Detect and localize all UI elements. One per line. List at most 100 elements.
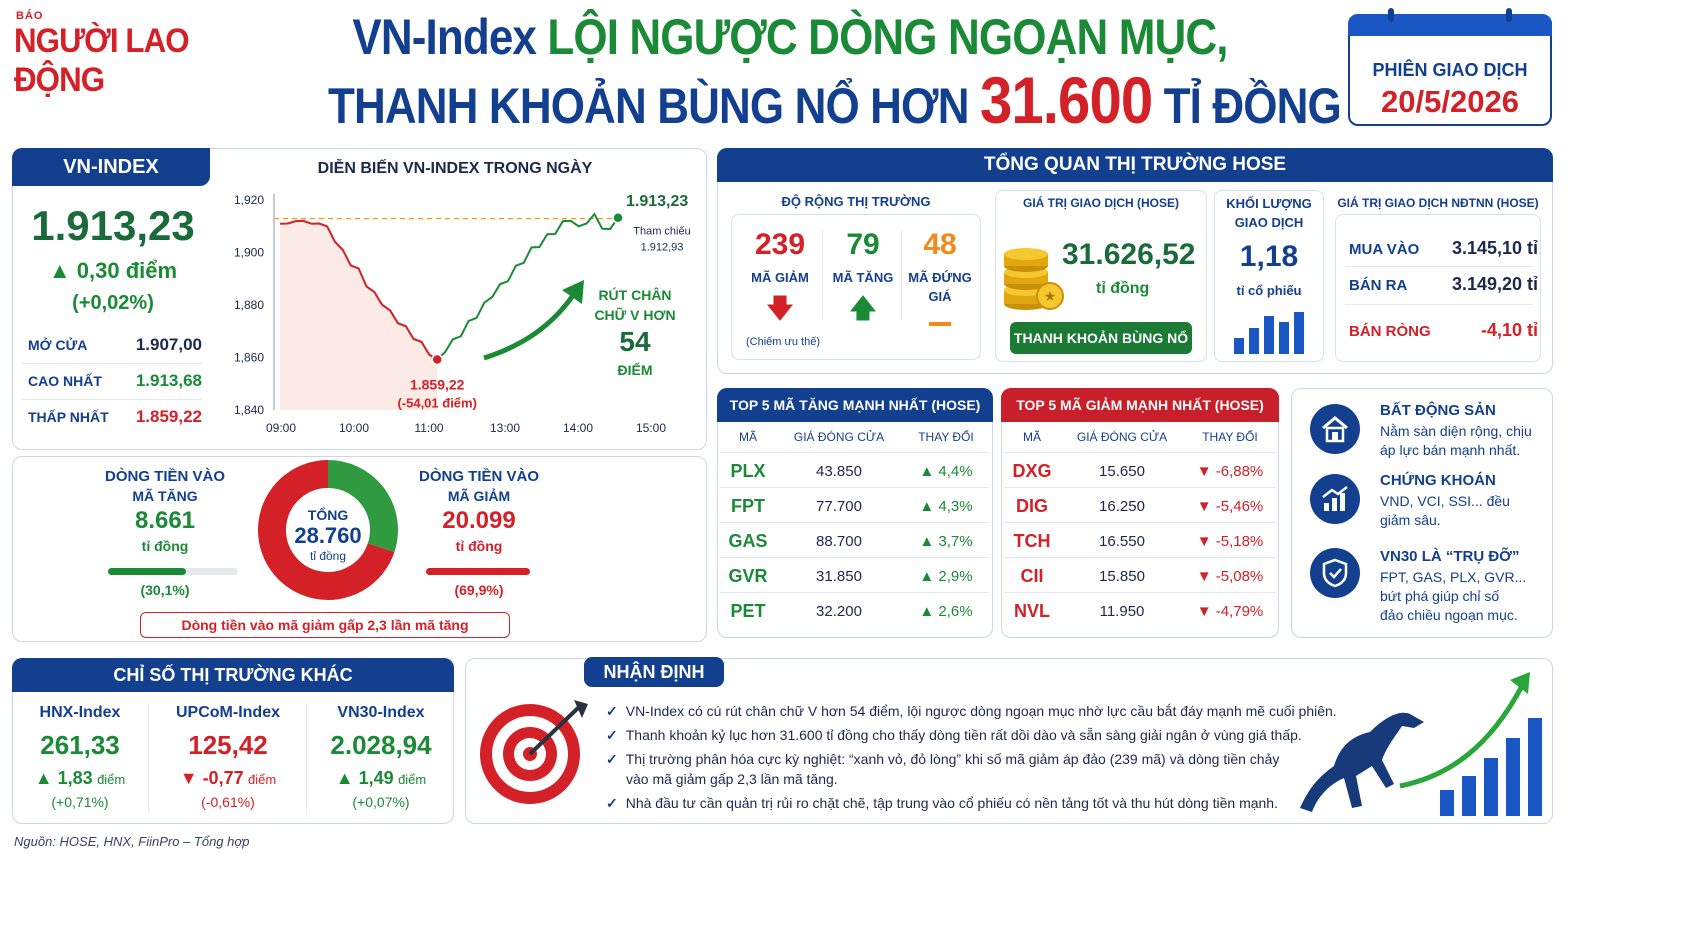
x-tick-label: 14:00: [563, 421, 593, 435]
col-code: MÃ: [739, 430, 757, 444]
index-value: 261,33: [40, 730, 120, 760]
sector-title: CHỨNG KHOÁN: [1380, 472, 1496, 489]
flow-up-pct: (30,1%): [140, 582, 190, 598]
low-label: 1.859,22: [410, 377, 465, 393]
value-title: GIÁ TRỊ GIAO DỊCH (HOSE): [1023, 196, 1179, 210]
foreign-net-label: BÁN RÒNG: [1349, 323, 1431, 340]
decline-area: [280, 218, 438, 410]
stock-price: 77.700: [816, 497, 862, 515]
stock-code: FPT: [731, 495, 765, 516]
stock-code: DXG: [1012, 460, 1052, 481]
volume-amount: 1,18: [1239, 240, 1299, 273]
breadth-down-label: MÃ GIẢM: [751, 270, 809, 285]
sector-desc: Nằm sàn diện rộng, chịu: [1380, 423, 1532, 439]
stock-code: NVL: [1014, 600, 1050, 621]
dash-icon: [929, 322, 951, 326]
v-arrow: [483, 292, 577, 361]
stock-price: 32.200: [816, 602, 862, 620]
value-unit: tỉ đồng: [1096, 280, 1150, 297]
breadth-title: ĐỘ RỘNG THỊ TRƯỜNG: [781, 194, 931, 209]
index-pct: (+0,07%): [352, 794, 410, 810]
last-label: 1.913,23: [626, 193, 688, 210]
losers-card: [1001, 388, 1279, 638]
index-pct: (-0,61%): [201, 794, 255, 810]
index-value: 2.028,94: [330, 730, 432, 760]
target-icon: [480, 700, 588, 804]
x-tick-label: 15:00: [636, 421, 666, 435]
v-arrow-head: [562, 280, 584, 304]
stock-code: PET: [730, 600, 766, 621]
headline: VN-Index LỘI NGƯỢC DÒNG NGOẠN MỤC, THANH…: [265, 6, 1342, 138]
annotation-num: 54: [619, 326, 651, 357]
other-item: VN30-Index 2.028,94 ▲ 1,49 điểm (+0,07%): [310, 700, 452, 820]
table-row: TCH 16.550 ▼ -5,18%: [1004, 522, 1276, 559]
stock-change: ▼ -5,46%: [1196, 497, 1264, 515]
donut-slice-up: [327, 460, 398, 553]
brand-small: BÁO: [16, 10, 44, 22]
headline-vnindex: VN-Index: [352, 9, 537, 65]
breadth-note: (Chiếm ưu thế): [746, 336, 820, 348]
brand-name: NGƯỜI LAO ĐỘNG: [14, 22, 190, 99]
annotation-unit: ĐIỂM: [617, 362, 653, 378]
svg-text:★: ★: [1044, 289, 1057, 305]
flow-down-l1: DÒNG TIỀN VÀO: [418, 468, 539, 485]
stock-price: 15.650: [1099, 462, 1145, 480]
value-amount: 31.626,52: [1062, 238, 1196, 271]
stat-low-label: THẤP NHẤT: [28, 409, 109, 425]
table-row: NVL 11.950 ▼ -4,79%: [1004, 592, 1276, 629]
stock-change: ▲ 3,7%: [919, 532, 973, 550]
losers-table: MÃ GIÁ ĐÓNG CỬA THAY ĐỔI DXG 15.650 ▼ -6,8…: [1004, 422, 1276, 634]
foreign-net-value: -4,10 tỉ: [1480, 320, 1538, 340]
x-tick-label: 09:00: [266, 421, 296, 435]
recovery-line: [436, 212, 619, 361]
flow-down-l2: MÃ GIẢM: [447, 488, 511, 504]
coins-icon: ★: [1004, 248, 1064, 310]
stock-code: CII: [1020, 565, 1044, 586]
flow-up-l2: MÃ TĂNG: [132, 488, 198, 504]
donut-total-value: 28.760: [294, 523, 362, 548]
sector-desc: áp lực bán mạnh nhất.: [1380, 442, 1521, 458]
breadth-flat-l1: MÃ ĐỨNG: [908, 270, 972, 285]
breadth-box: [731, 214, 981, 360]
annotation-line2: CHỮ V HƠN: [594, 307, 676, 323]
table-row: GAS 88.700 ▲ 3,7%: [720, 522, 990, 559]
index-name: VN30-Index: [337, 704, 425, 721]
stock-code: TCH: [1013, 530, 1051, 551]
foreign-box: [1335, 214, 1541, 362]
stock-price: 88.700: [816, 532, 862, 550]
stat-high-label: CAO NHẤT: [28, 373, 102, 389]
x-tick-label: 11:00: [414, 421, 443, 435]
headline-line2: THANH KHOẢN BÙNG NỔ HƠN: [328, 78, 969, 134]
y-tick-label: 1,840: [234, 403, 264, 417]
table-row: PET 32.200 ▲ 2,6%: [720, 592, 990, 629]
shield-icon: [1310, 548, 1360, 598]
y-tick-label: 1,880: [234, 298, 264, 312]
other-item: HNX-Index 261,33 ▲ 1,83 điểm (+0,71%): [14, 700, 146, 820]
stock-price: 16.250: [1099, 497, 1145, 515]
annotation-line1: RÚT CHÂN: [598, 287, 672, 303]
session-date: 20/5/2026: [1381, 84, 1519, 119]
stock-price: 16.550: [1099, 532, 1145, 550]
bull-growth-icon: [1300, 672, 1542, 816]
gainers-card: [717, 388, 993, 638]
stock-code: GAS: [728, 530, 768, 551]
col-change: THAY ĐỔI: [918, 430, 974, 444]
sector-desc: giảm sâu.: [1380, 512, 1441, 528]
index-pct: (+0,71%): [51, 794, 109, 810]
index-change: ▼ -0,77: [179, 768, 244, 788]
stock-price: 15.850: [1099, 567, 1145, 585]
stock-code: PLX: [730, 460, 766, 481]
session-label: PHIÊN GIAO DỊCH: [1372, 60, 1528, 80]
donut-total-unit: tỉ đồng: [309, 549, 347, 563]
losers-header: TOP 5 MÃ GIẢM MẠNH NHẤT (HOSE): [1001, 388, 1279, 422]
gainers-table: MÃ GIÁ ĐÓNG CỬA THAY ĐỔI PLX 43.850 ▲ 4,4%…: [720, 422, 990, 634]
table-row: GVR 31.850 ▲ 2,9%: [720, 557, 990, 594]
flow-donut: [258, 460, 398, 600]
stock-change: ▼ -5,18%: [1196, 532, 1264, 550]
value-badge: THANH KHOẢN BÙNG NỔ: [1010, 322, 1192, 354]
volume-l2: GIAO DỊCH: [1234, 215, 1304, 230]
sector-desc: VND, VCI, SSI... đều: [1380, 493, 1510, 509]
stock-code: DIG: [1015, 495, 1048, 516]
sector-desc: bứt phá giúp chỉ số: [1380, 588, 1500, 604]
foreign-buy-value: 3.145,10 tỉ: [1451, 238, 1538, 258]
